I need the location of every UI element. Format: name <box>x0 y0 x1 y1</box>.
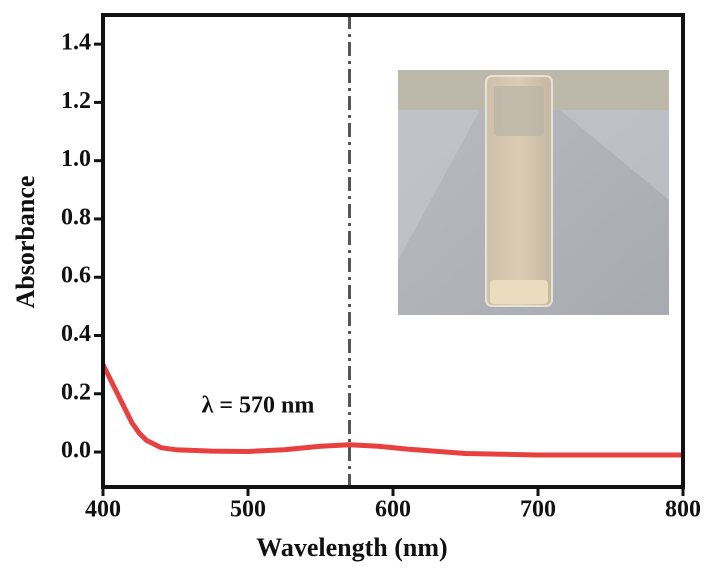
x-tick-label: 400 <box>85 497 121 523</box>
y-axis-label: Absorbance <box>11 176 40 309</box>
y-tick-label: 1.2 <box>61 88 91 114</box>
y-tick-label: 0.8 <box>61 204 91 230</box>
y-tick-label: 0.2 <box>61 379 91 405</box>
y-tick-label: 1.4 <box>61 30 91 56</box>
inset-photo <box>398 70 669 315</box>
annotation: λ = 570 nm <box>202 393 315 419</box>
x-tick-label: 500 <box>230 497 266 523</box>
data-line <box>100 363 683 458</box>
y-tick-label: 0.6 <box>61 263 91 289</box>
x-tick-label: 700 <box>520 497 556 523</box>
y-tick-label: 0.0 <box>61 438 91 464</box>
plot-frame <box>101 13 685 489</box>
y-tick-label: 1.0 <box>61 146 91 172</box>
x-tick-label: 600 <box>375 497 411 523</box>
x-tick-label: 800 <box>665 497 701 523</box>
x-axis-label: Wavelength (nm) <box>256 533 447 562</box>
y-tick-label: 0.4 <box>61 321 91 347</box>
